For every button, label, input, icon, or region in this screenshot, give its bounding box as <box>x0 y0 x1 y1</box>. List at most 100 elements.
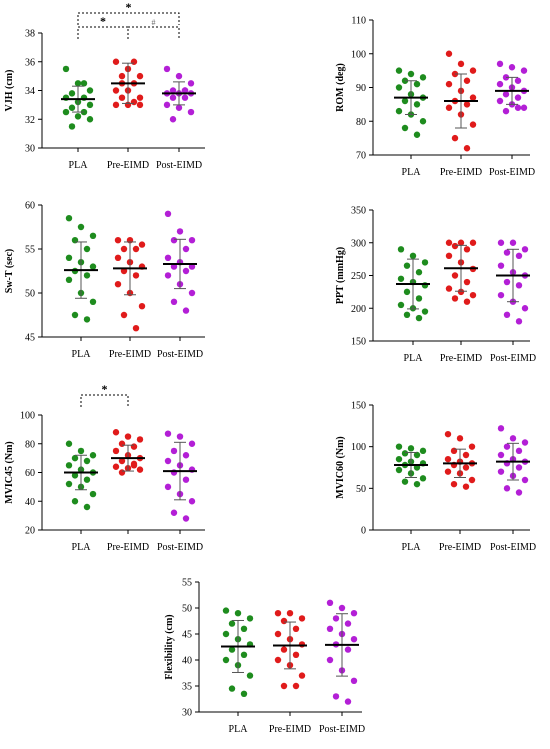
data-point-pla <box>71 311 79 319</box>
data-point-pla <box>86 101 94 109</box>
data-point-pla <box>395 84 403 91</box>
data-point-pla <box>421 308 429 315</box>
data-point-pla <box>68 90 76 97</box>
y-tick-label: 100 <box>351 442 366 453</box>
x-tick-label-pla: PLA <box>72 349 92 360</box>
data-point-post-eimd <box>164 272 172 279</box>
data-point-pla <box>71 472 79 479</box>
data-point-pre-eimd <box>444 468 452 475</box>
data-point-post-eimd <box>187 80 195 87</box>
data-point-pla <box>65 215 73 222</box>
data-point-pre-eimd <box>286 610 294 617</box>
chart-panel-4: 150 200 250 300 350 PPT (mmHg) PLA Pre-EIMD Post… <box>335 206 536 365</box>
data-point-pla <box>77 447 85 455</box>
significance-label: * <box>126 0 132 14</box>
chart-panel-1: 30 32 34 36 38 VJH (cm) PLA Pre-EIMD Post-EIMD * *… <box>4 0 205 171</box>
data-point-pre-eimd <box>112 463 120 470</box>
y-tick-label: 150 <box>351 401 366 412</box>
data-point-pre-eimd <box>120 311 128 319</box>
data-point-pre-eimd <box>456 435 464 442</box>
data-point-pla <box>415 269 423 276</box>
y-tick-label: 35 <box>182 682 192 693</box>
data-point-post-eimd <box>503 311 511 318</box>
data-point-pre-eimd <box>292 682 300 690</box>
y-tick-label: 60 <box>25 201 35 212</box>
x-tick-label-pla: PLA <box>72 542 92 553</box>
chart-panel-7: 30 35 40 45 50 55 Flexibility (cm) PLA Pre-EIMD P… <box>164 578 365 736</box>
data-point-pla <box>89 490 97 498</box>
x-tick-label-pla: PLA <box>69 160 89 171</box>
significance-label: # <box>152 18 156 27</box>
data-point-pla <box>228 620 236 627</box>
data-point-pla <box>83 245 91 253</box>
data-point-pla <box>86 87 94 94</box>
data-point-pla <box>419 118 427 125</box>
data-point-pla <box>403 262 411 269</box>
data-point-pla <box>413 80 421 88</box>
data-point-pre-eimd <box>463 145 471 152</box>
x-tick-label-pla: PLA <box>402 542 422 553</box>
data-point-post-eimd <box>521 305 529 312</box>
data-point-pla <box>401 450 409 457</box>
x-tick-label-post-eimd: Post-EIMD <box>319 724 365 735</box>
data-point-pla <box>65 440 73 447</box>
data-point-pre-eimd <box>463 298 471 305</box>
data-point-post-eimd <box>175 104 183 111</box>
data-point-post-eimd <box>344 620 352 627</box>
data-point-post-eimd <box>338 604 346 612</box>
data-point-post-eimd <box>502 107 510 115</box>
data-point-pla <box>89 263 97 270</box>
data-point-pre-eimd <box>118 457 126 465</box>
data-point-pre-eimd <box>450 447 458 455</box>
data-point-pla <box>65 480 73 488</box>
data-point-pla <box>395 466 403 474</box>
data-point-pla <box>89 232 97 239</box>
x-tick-label-post-eimd: Post-EIMD <box>156 160 202 171</box>
y-tick-label: 0 <box>361 526 366 537</box>
data-point-pre-eimd <box>274 610 282 617</box>
data-point-post-eimd <box>520 104 528 111</box>
data-point-post-eimd <box>503 249 511 256</box>
data-point-pre-eimd <box>298 672 306 679</box>
y-tick-label: 30 <box>182 708 192 719</box>
data-point-pre-eimd <box>298 615 306 622</box>
data-point-pre-eimd <box>462 464 470 471</box>
data-point-post-eimd <box>503 485 511 492</box>
y-tick-label: 34 <box>25 86 35 97</box>
data-point-post-eimd <box>182 476 190 483</box>
y-axis-label: Flexibility (cm) <box>164 614 175 679</box>
data-point-pla <box>77 223 85 231</box>
data-point-post-eimd <box>188 289 196 297</box>
data-point-pre-eimd <box>457 288 465 296</box>
data-point-pre-eimd <box>136 101 144 109</box>
y-tick-label: 110 <box>351 16 366 27</box>
data-point-post-eimd <box>170 298 178 305</box>
data-point-pre-eimd <box>468 443 476 450</box>
data-point-post-eimd <box>515 464 523 471</box>
data-point-pre-eimd <box>298 641 306 648</box>
data-point-pre-eimd <box>138 241 146 248</box>
y-tick-label: 60 <box>25 468 35 479</box>
x-tick-label-pre-eimd: Pre-EIMD <box>109 349 151 360</box>
chart-panel-5: 20 40 60 80 100 MVIC45 (Nm) PLA Pre-EIMD Post-EI… <box>4 382 205 553</box>
chart-panel-3: 45 50 55 60 Sw-T (sec) PLA Pre-EIMD Post-EIMD <box>4 201 205 360</box>
data-point-post-eimd <box>503 278 511 286</box>
x-tick-label-pla: PLA <box>402 167 422 178</box>
data-point-pla <box>397 246 405 253</box>
y-tick-label: 200 <box>351 304 366 315</box>
y-tick-label: 100 <box>351 49 366 60</box>
data-point-pre-eimd <box>462 451 470 459</box>
data-point-pre-eimd <box>132 325 140 332</box>
data-point-pre-eimd <box>114 237 122 244</box>
data-point-pre-eimd <box>114 281 122 288</box>
data-point-pre-eimd <box>457 239 465 246</box>
data-point-post-eimd <box>163 101 171 109</box>
y-axis-label: VJH (cm) <box>4 70 15 112</box>
data-point-pla <box>74 113 82 120</box>
data-point-post-eimd <box>164 457 172 465</box>
data-point-pre-eimd <box>445 50 453 57</box>
data-point-pre-eimd <box>457 60 465 68</box>
data-point-post-eimd <box>169 116 177 123</box>
data-point-pre-eimd <box>118 469 126 476</box>
data-point-pre-eimd <box>450 480 458 488</box>
